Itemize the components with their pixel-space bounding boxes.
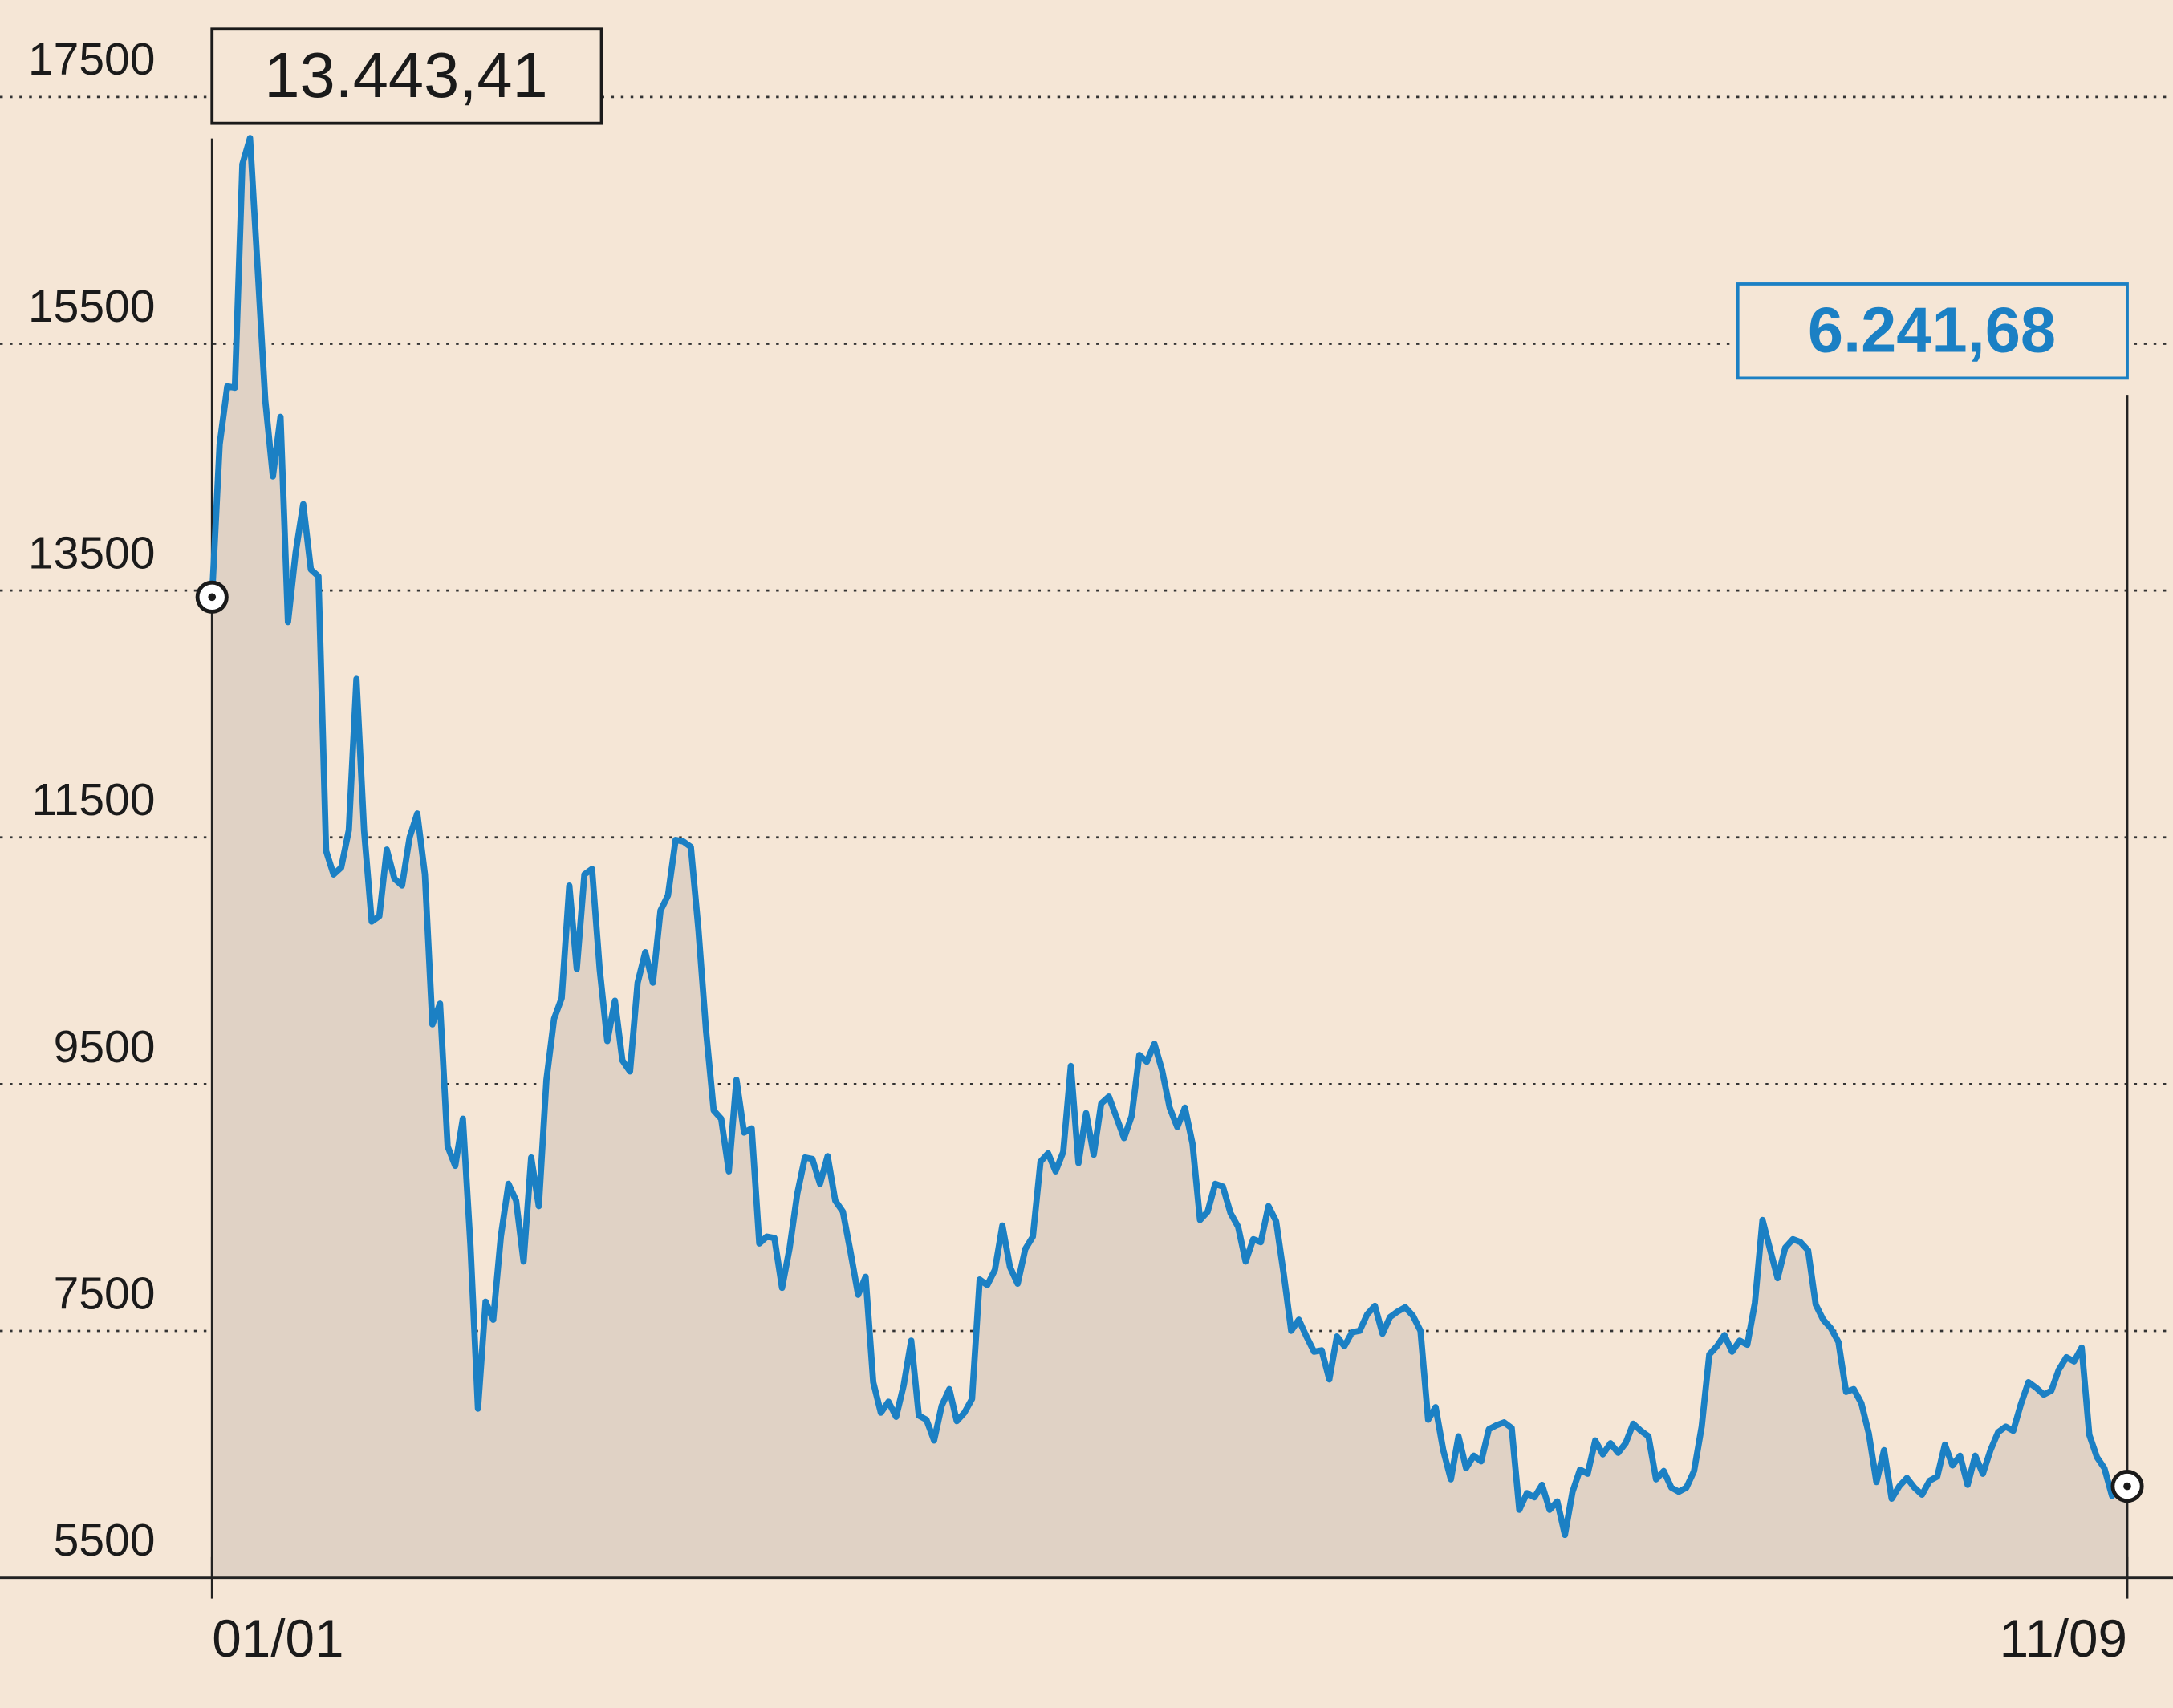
end-value-box xyxy=(1736,282,2129,380)
y-tick-label: 11500 xyxy=(31,774,155,826)
y-tick-label: 9500 xyxy=(54,1021,156,1073)
x-tick-label-end: 11/09 xyxy=(2000,1609,2127,1668)
y-tick-label: 17500 xyxy=(28,34,155,85)
start-value-box xyxy=(210,27,603,125)
series-line xyxy=(209,135,2128,1539)
y-tick-label: 15500 xyxy=(28,281,155,332)
end-value-label: 6.241,68 xyxy=(1808,294,2056,366)
x-tick-label-start: 01/01 xyxy=(212,1609,343,1668)
start-value-label: 13.443,41 xyxy=(264,39,547,111)
end-point-marker-dot xyxy=(2123,1482,2131,1491)
area-fill xyxy=(212,138,2128,1578)
start-point-marker-dot xyxy=(208,593,217,602)
y-tick-label: 7500 xyxy=(54,1268,156,1319)
y-tick-label: 13500 xyxy=(28,528,155,579)
y-tick-label: 5500 xyxy=(54,1515,156,1566)
